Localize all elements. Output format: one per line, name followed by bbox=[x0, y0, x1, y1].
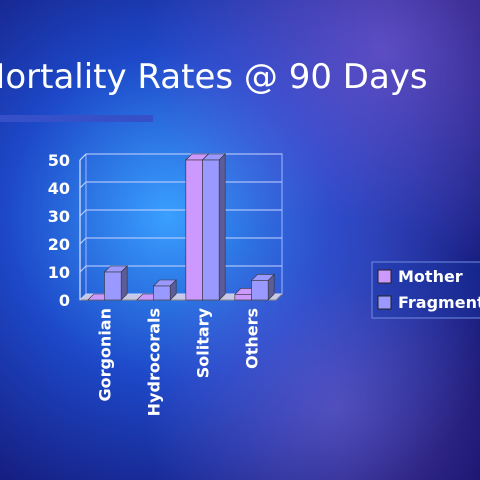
y-tick-label: 20 bbox=[48, 235, 70, 254]
bar bbox=[234, 294, 252, 301]
grid-line-depth bbox=[79, 153, 87, 161]
legend-label: Fragments bbox=[398, 293, 480, 312]
x-tick-label: Solitary bbox=[194, 307, 213, 378]
x-tick-label: Gorgonian bbox=[96, 308, 115, 402]
bar bbox=[202, 159, 220, 301]
bar bbox=[251, 280, 269, 301]
y-tick-label: 30 bbox=[48, 207, 70, 226]
x-tick-label: Hydrocorals bbox=[145, 308, 164, 416]
grid-line-depth bbox=[79, 293, 87, 301]
legend-swatch bbox=[377, 269, 392, 284]
grid-line-depth bbox=[79, 181, 87, 189]
bar-side bbox=[120, 265, 128, 301]
y-tick-label: 50 bbox=[48, 151, 70, 170]
bar bbox=[104, 271, 122, 301]
grid-line-depth bbox=[79, 265, 87, 273]
legend-swatch bbox=[377, 295, 392, 310]
title-underline bbox=[0, 115, 153, 122]
grid-line-depth bbox=[79, 209, 87, 217]
y-tick-label: 40 bbox=[48, 179, 70, 198]
chart-title: Mortality Rates @ 90 Days bbox=[0, 57, 428, 97]
grid-line-depth bbox=[79, 237, 87, 245]
y-tick-label: 10 bbox=[48, 263, 70, 282]
bar-side bbox=[218, 153, 226, 301]
bar bbox=[153, 285, 171, 301]
chart: 0 10 20 30 40 50 Gorgonian Hydrocorals Solitary O… bbox=[48, 151, 480, 416]
legend-label: Mother bbox=[398, 267, 463, 286]
y-tick-label: 0 bbox=[59, 291, 70, 310]
x-tick-label: Others bbox=[243, 308, 262, 369]
bar bbox=[185, 159, 203, 301]
